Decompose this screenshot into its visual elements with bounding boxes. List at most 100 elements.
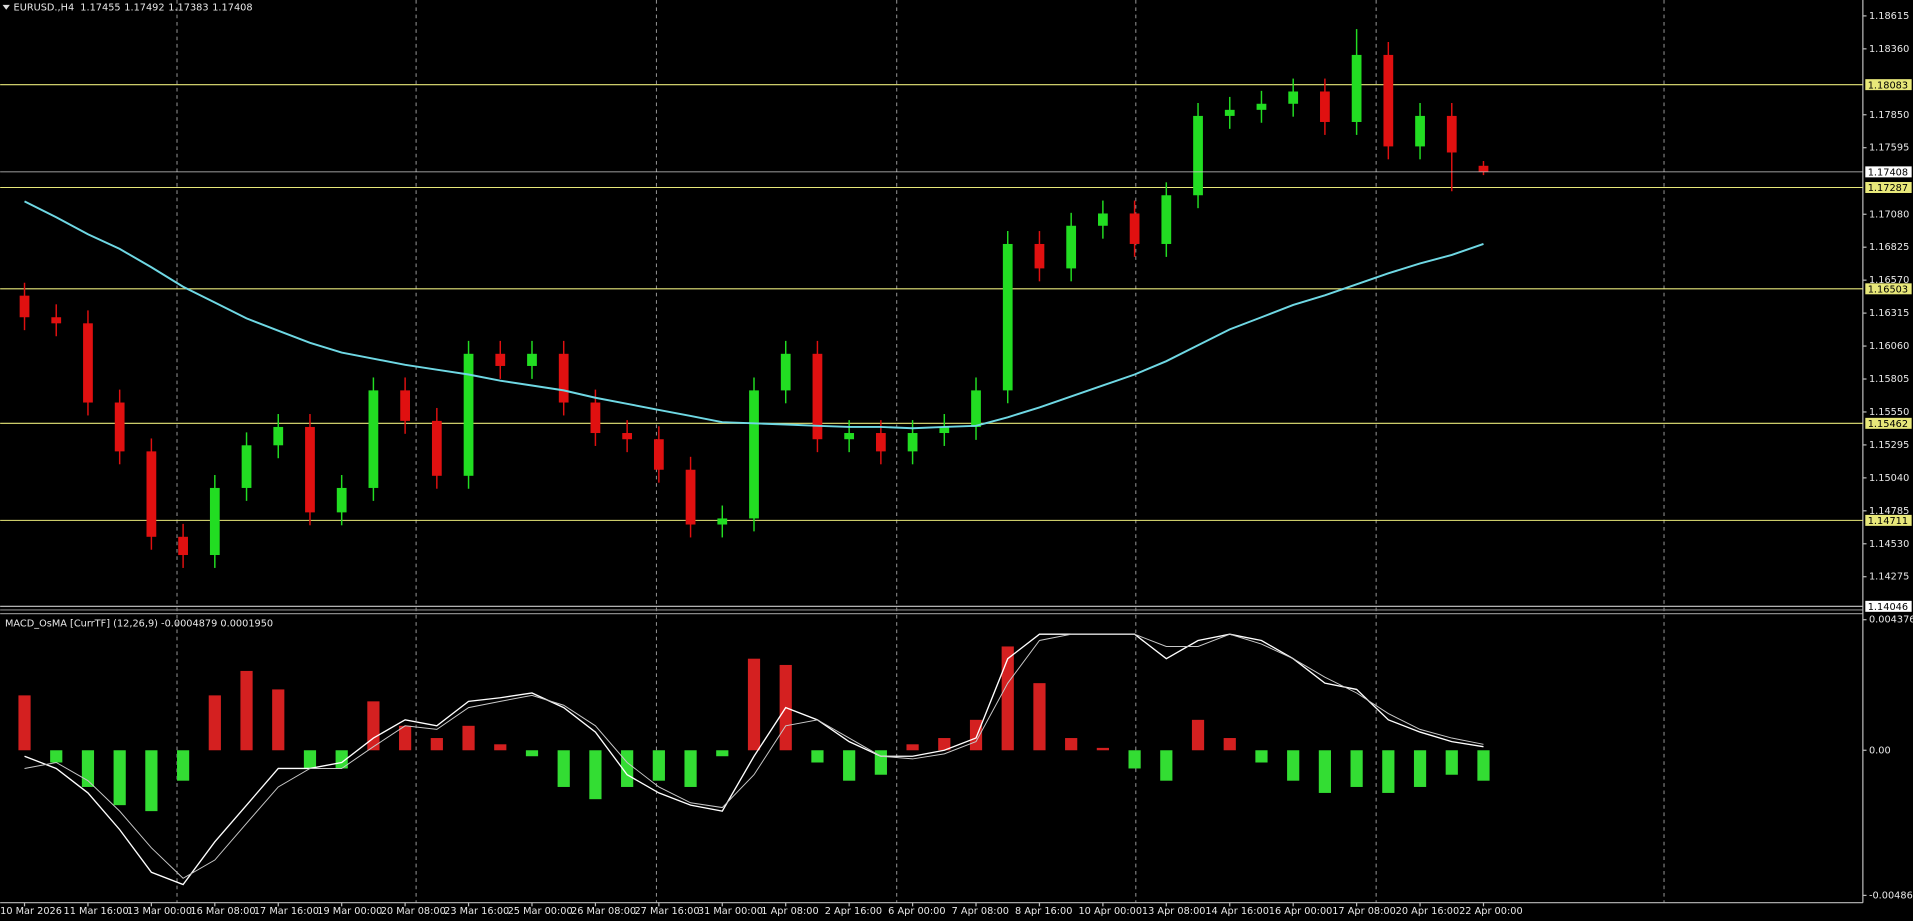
symbol: EURUSD.,H4 bbox=[14, 2, 75, 13]
osma-bar bbox=[145, 750, 158, 812]
candle-body bbox=[875, 433, 886, 452]
osma-bar bbox=[1001, 646, 1014, 751]
candle-body bbox=[780, 353, 791, 391]
osma-bar bbox=[716, 750, 729, 757]
y-tick-label: 1.17080 bbox=[1869, 209, 1909, 220]
osma-bar bbox=[462, 725, 475, 751]
osma-bar bbox=[1477, 750, 1490, 781]
osma-bar bbox=[1255, 750, 1268, 763]
osma-bar bbox=[430, 738, 443, 751]
y-tick-label: 1.18360 bbox=[1869, 44, 1909, 55]
y-tick-label: 1.14275 bbox=[1869, 572, 1909, 583]
y-tick-label: 1.17595 bbox=[1869, 143, 1909, 154]
osma-bar bbox=[1065, 738, 1078, 751]
indicator-title: MACD_OsMA [CurrTF] (12,26,9) -0.0004879 … bbox=[5, 618, 273, 629]
osma-bar bbox=[1318, 750, 1331, 793]
osma-bar bbox=[1128, 750, 1141, 769]
osma-bar bbox=[240, 670, 253, 751]
x-tick-label: 10 Apr 00:00 bbox=[1078, 906, 1142, 917]
y-tick-label: 1.16570 bbox=[1869, 275, 1909, 286]
candle-body bbox=[400, 390, 410, 421]
osma-bar bbox=[1287, 750, 1300, 781]
candle-body bbox=[971, 390, 981, 427]
osma-bar bbox=[747, 658, 761, 751]
candle-body bbox=[1224, 109, 1235, 116]
candle-body bbox=[717, 518, 728, 525]
osma-bar bbox=[367, 701, 380, 751]
osma-bar bbox=[18, 695, 31, 751]
x-tick-label: 31 Mar 00:00 bbox=[698, 906, 763, 917]
osma-bar bbox=[811, 750, 824, 763]
candle-body bbox=[558, 353, 569, 403]
candle-body bbox=[305, 426, 315, 513]
osma-bar bbox=[843, 750, 856, 781]
candle-body bbox=[19, 295, 30, 318]
y-tick-label: 1.14530 bbox=[1869, 539, 1909, 550]
y-tick-label: 1.17850 bbox=[1869, 110, 1909, 121]
osma-bar bbox=[303, 750, 317, 769]
x-tick-label: 22 Apr 00:00 bbox=[1459, 906, 1523, 917]
level-label: 1.17287 bbox=[1868, 183, 1908, 194]
osma-bar bbox=[1350, 750, 1363, 787]
candle-body bbox=[1383, 54, 1394, 147]
osma-bar bbox=[208, 695, 221, 751]
osma-bar bbox=[906, 744, 919, 751]
osma-bar bbox=[684, 750, 697, 787]
osma-bar bbox=[399, 725, 412, 751]
y-tick-label: 0.0043765 bbox=[1869, 615, 1913, 626]
x-tick-label: 16 Apr 00:00 bbox=[1269, 906, 1333, 917]
level-box bbox=[1865, 417, 1912, 429]
lower-level-label: 1.14046 bbox=[1868, 602, 1908, 613]
candle-body bbox=[178, 536, 188, 556]
candle-body bbox=[1415, 115, 1425, 147]
y-tick-label: 1.15295 bbox=[1869, 440, 1909, 451]
macd-line bbox=[24, 633, 1484, 886]
y-tick-label: 1.15805 bbox=[1869, 374, 1909, 385]
lower-level-box bbox=[1865, 600, 1912, 612]
candle-body bbox=[83, 323, 93, 403]
candle-body bbox=[1320, 91, 1330, 122]
candle-body bbox=[685, 469, 696, 525]
candle-body bbox=[1446, 115, 1457, 153]
candle-body bbox=[1351, 54, 1362, 122]
y-tick-label: 1.15550 bbox=[1869, 407, 1909, 418]
menu-arrow[interactable] bbox=[2, 4, 10, 10]
candle-body bbox=[1034, 243, 1045, 269]
candle-body bbox=[749, 390, 759, 519]
osma-bar bbox=[969, 719, 983, 751]
symbol-header: EURUSD.,H4 1.17455 1.17492 1.17383 1.17408 bbox=[14, 2, 253, 13]
moving-average bbox=[24, 200, 1484, 430]
low-readout: 1.17383 bbox=[168, 2, 208, 13]
macd-line bbox=[24, 633, 1484, 879]
candle-body bbox=[1161, 195, 1172, 244]
osma-bar bbox=[1223, 738, 1236, 751]
x-tick-label: 20 Apr 16:00 bbox=[1396, 906, 1460, 917]
x-tick-label: 14 Apr 16:00 bbox=[1205, 906, 1269, 917]
candle-body bbox=[114, 402, 125, 452]
osma-bar bbox=[335, 750, 348, 769]
osma-bar bbox=[50, 750, 63, 763]
osma-bar bbox=[1033, 683, 1046, 751]
candle-body bbox=[336, 487, 347, 513]
x-tick-label: 1 Apr 08:00 bbox=[761, 906, 818, 917]
x-tick-label: 25 Mar 00:00 bbox=[508, 906, 573, 917]
osma-bar bbox=[938, 738, 951, 751]
y-tick-label: 1.16825 bbox=[1869, 242, 1909, 253]
level-label: 1.14711 bbox=[1868, 516, 1908, 527]
y-tick-label: 1.16315 bbox=[1869, 308, 1909, 319]
x-tick-label: 2 Apr 16:00 bbox=[825, 906, 882, 917]
y-tick-label: -0.004865 bbox=[1869, 890, 1913, 901]
osma-bar bbox=[1160, 750, 1173, 781]
y-tick-label: 1.14785 bbox=[1869, 506, 1909, 517]
level-label: 1.15462 bbox=[1868, 419, 1908, 430]
candle-body bbox=[844, 433, 855, 440]
level-box bbox=[1865, 514, 1912, 526]
osma-bar bbox=[494, 744, 507, 751]
x-tick-label: 23 Mar 16:00 bbox=[444, 906, 509, 917]
level-box bbox=[1865, 182, 1912, 193]
level-box bbox=[1865, 283, 1912, 295]
x-tick-label: 17 Apr 08:00 bbox=[1332, 906, 1396, 917]
candle-body bbox=[1002, 243, 1013, 391]
